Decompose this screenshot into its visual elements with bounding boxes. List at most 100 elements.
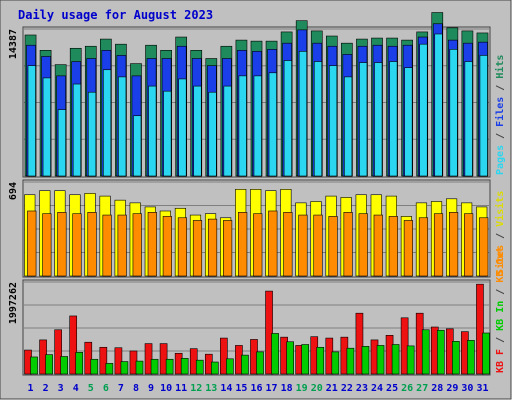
- bar-sites-day-8: [132, 213, 142, 277]
- day-label-22: 22: [341, 383, 353, 394]
- day-label-18: 18: [281, 383, 293, 394]
- day-label-11: 11: [175, 383, 187, 394]
- bar-kb-in-day-10: [165, 358, 174, 375]
- legend-part-kbytes-3: /: [495, 283, 506, 301]
- day-label-4: 4: [73, 383, 79, 394]
- bar-kb-in-day-15: [241, 354, 249, 375]
- day-label-13: 13: [205, 383, 217, 394]
- bar-pages-day-1: [27, 65, 36, 177]
- bar-kb-in-day-5: [90, 358, 99, 375]
- day-label-31: 31: [476, 383, 488, 394]
- max-label-hits-files-pages: 14387: [8, 29, 19, 59]
- bar-pages-day-29: [449, 48, 458, 177]
- bar-pages-day-9: [148, 85, 157, 177]
- day-label-7: 7: [118, 383, 124, 394]
- bar-pages-day-27: [419, 43, 428, 177]
- bar-pages-day-21: [328, 65, 338, 177]
- bar-pages-day-5: [87, 91, 97, 177]
- bar-kb-in-day-17: [271, 333, 279, 375]
- bar-sites-day-24: [373, 214, 383, 277]
- bar-pages-day-23: [359, 62, 368, 177]
- bar-sites-day-6: [102, 214, 112, 277]
- bar-sites-day-28: [433, 213, 444, 277]
- bar-sites-day-21: [328, 216, 338, 277]
- bar-kb-in-day-8: [135, 360, 144, 375]
- bar-kb-in-day-18: [286, 341, 294, 375]
- day-label-27: 27: [416, 383, 428, 394]
- bar-sites-day-7: [117, 214, 127, 277]
- bar-sites-day-17: [268, 210, 278, 277]
- bar-kb-f-day-9: [144, 343, 153, 375]
- bar-kb-in-day-23: [361, 346, 370, 375]
- bar-pages-day-3: [57, 109, 66, 177]
- bar-kb-in-day-14: [226, 358, 234, 375]
- bar-kb-f-day-17: [265, 290, 273, 375]
- legend-hits-files-pages: Pages / Files / Hits: [494, 55, 506, 175]
- day-label-10: 10: [160, 383, 172, 394]
- legend-part-kbytes-0: KB F: [495, 349, 506, 373]
- legend-part-hits-files-pages-2: Files: [494, 97, 506, 127]
- bar-pages-day-8: [133, 115, 142, 177]
- legend-part-kbytes-2: KB In: [495, 301, 506, 331]
- bar-sites-day-9: [147, 212, 157, 277]
- bar-kb-f-day-10: [159, 343, 168, 375]
- bar-kb-in-day-22: [346, 347, 355, 375]
- bar-kb-in-day-12: [195, 359, 204, 375]
- bar-kb-f-day-7: [114, 347, 123, 375]
- bar-sites-day-3: [57, 212, 67, 277]
- bar-sites-day-23: [358, 213, 368, 277]
- bar-pages-day-6: [103, 69, 112, 177]
- bar-kb-in-day-24: [376, 345, 385, 375]
- bar-kb-f-day-4: [69, 315, 78, 375]
- legend-part-hits-files-pages-3: /: [495, 79, 506, 97]
- bar-kb-in-day-16: [256, 351, 264, 375]
- bar-sites-day-15: [238, 212, 248, 277]
- bar-pages-day-12: [193, 85, 202, 177]
- bar-kb-in-day-20: [316, 346, 325, 375]
- bar-pages-day-18: [283, 60, 292, 177]
- bar-pages-day-15: [238, 75, 247, 177]
- bar-kb-in-day-26: [406, 345, 415, 375]
- bar-sites-day-12: [192, 220, 203, 277]
- bar-pages-day-17: [268, 72, 277, 177]
- day-label-30: 30: [461, 383, 473, 394]
- bar-sites-day-22: [343, 212, 353, 277]
- bar-kb-in-day-9: [150, 358, 159, 375]
- day-label-20: 20: [311, 383, 323, 394]
- max-label-visits-sites: 694: [8, 182, 19, 200]
- day-label-16: 16: [250, 383, 262, 394]
- bar-kb-in-day-13: [211, 361, 219, 375]
- bar-kb-in-day-1: [30, 356, 38, 375]
- bar-sites-day-19: [298, 214, 308, 277]
- bar-pages-day-14: [223, 85, 232, 177]
- day-label-19: 19: [296, 383, 308, 394]
- bar-sites-day-29: [449, 212, 459, 277]
- bar-kb-in-day-28: [436, 329, 445, 375]
- legend-kbytes: KB F / KB In / KB Out: [495, 247, 506, 373]
- bar-kb-in-day-3: [60, 356, 68, 375]
- bar-kb-in-day-30: [467, 340, 475, 375]
- chart-title: Daily usage for August 2023: [18, 8, 213, 22]
- bar-pages-day-24: [374, 62, 383, 177]
- day-label-9: 9: [148, 383, 154, 394]
- bar-sites-day-4: [72, 213, 82, 277]
- bar-kb-in-day-11: [180, 358, 189, 375]
- day-label-29: 29: [446, 383, 458, 394]
- bar-sites-day-27: [418, 217, 429, 277]
- day-label-2: 2: [43, 383, 49, 394]
- bar-kb-in-day-29: [452, 340, 460, 375]
- bar-sites-day-13: [207, 218, 218, 277]
- day-label-15: 15: [235, 383, 247, 394]
- bar-pages-day-11: [178, 78, 187, 177]
- bar-kb-in-day-27: [421, 329, 430, 375]
- bar-sites-day-14: [223, 220, 233, 277]
- bar-sites-day-11: [177, 217, 188, 277]
- max-label-kbytes: 1997262: [8, 282, 19, 324]
- bar-sites-day-18: [283, 212, 293, 277]
- bar-pages-day-20: [313, 61, 323, 177]
- bar-sites-day-20: [313, 214, 323, 277]
- bar-pages-day-26: [404, 67, 413, 177]
- bar-kb-in-day-2: [45, 354, 53, 375]
